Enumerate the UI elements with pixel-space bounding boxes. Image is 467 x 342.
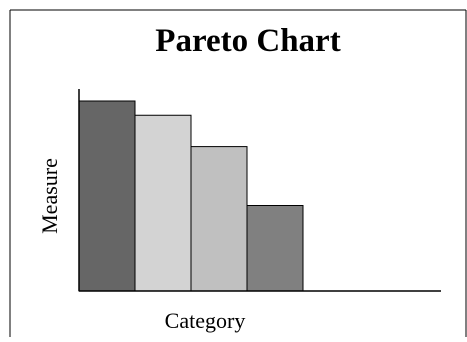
bars-group (78, 100, 304, 292)
bar-2 (134, 114, 192, 292)
y-axis-label: Measure (37, 158, 62, 234)
bar-4 (246, 205, 304, 292)
bar-1 (78, 100, 136, 292)
x-axis-label: Category (165, 308, 246, 333)
bar-3 (190, 146, 248, 292)
chart-title: Pareto Chart (155, 23, 340, 59)
